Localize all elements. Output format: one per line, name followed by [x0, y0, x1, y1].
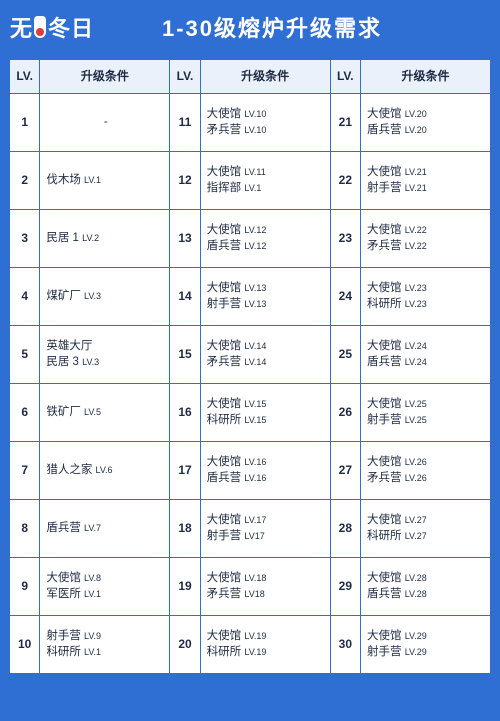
table-row: 7猎人之家 LV.617大使馆 LV.16盾兵营 LV.1627大使馆 LV.2… — [10, 442, 491, 500]
table-row: 1-11大使馆 LV.10矛兵营 LV.1021大使馆 LV.20盾兵营 LV.… — [10, 94, 491, 152]
page: 无 冬日 1-30级熔炉升级需求 LV. 升级条件 LV. 升级条件 LV. 升… — [0, 0, 500, 721]
cell-req: 盾兵营 LV.7 — [40, 500, 170, 558]
col-req: 升级条件 — [40, 60, 170, 94]
col-lv: LV. — [170, 60, 200, 94]
header: 无 冬日 1-30级熔炉升级需求 — [0, 0, 500, 54]
table-row: 8盾兵营 LV.718大使馆 LV.17射手营 LV1728大使馆 LV.27科… — [10, 500, 491, 558]
cell-lv: 13 — [170, 210, 200, 268]
cell-lv: 10 — [10, 616, 40, 674]
cell-lv: 8 — [10, 500, 40, 558]
cell-lv: 11 — [170, 94, 200, 152]
cell-lv: 23 — [330, 210, 360, 268]
cell-lv: 2 — [10, 152, 40, 210]
cell-req: 大使馆 LV.20盾兵营 LV.20 — [360, 94, 490, 152]
cell-lv: 6 — [10, 384, 40, 442]
cell-lv: 14 — [170, 268, 200, 326]
cell-req: 大使馆 LV.18矛兵营 LV18 — [200, 558, 330, 616]
cell-req: 民居 1 LV.2 — [40, 210, 170, 268]
col-req: 升级条件 — [360, 60, 490, 94]
cell-lv: 18 — [170, 500, 200, 558]
cell-req: 大使馆 LV.21射手营 LV.21 — [360, 152, 490, 210]
cell-lv: 28 — [330, 500, 360, 558]
cell-req: 大使馆 LV.14矛兵营 LV.14 — [200, 326, 330, 384]
thermometer-icon — [34, 16, 46, 38]
cell-lv: 30 — [330, 616, 360, 674]
table-row: 3民居 1 LV.213大使馆 LV.12盾兵营 LV.1223大使馆 LV.2… — [10, 210, 491, 268]
col-lv: LV. — [330, 60, 360, 94]
cell-lv: 25 — [330, 326, 360, 384]
cell-req: 大使馆 LV.11指挥部 LV.1 — [200, 152, 330, 210]
cell-req: 大使馆 LV.17射手营 LV17 — [200, 500, 330, 558]
cell-req: 射手营 LV.9科研所 LV.1 — [40, 616, 170, 674]
requirements-table: LV. 升级条件 LV. 升级条件 LV. 升级条件 1-11大使馆 LV.10… — [9, 59, 491, 674]
cell-req: 大使馆 LV.29射手营 LV.29 — [360, 616, 490, 674]
cell-lv: 3 — [10, 210, 40, 268]
table-row: 9大使馆 LV.8军医所 LV.119大使馆 LV.18矛兵营 LV1829大使… — [10, 558, 491, 616]
cell-lv: 27 — [330, 442, 360, 500]
cell-req: 大使馆 LV.10矛兵营 LV.10 — [200, 94, 330, 152]
cell-lv: 4 — [10, 268, 40, 326]
cell-req: 大使馆 LV.26矛兵营 LV.26 — [360, 442, 490, 500]
table-head: LV. 升级条件 LV. 升级条件 LV. 升级条件 — [10, 60, 491, 94]
cell-lv: 17 — [170, 442, 200, 500]
table-body: 1-11大使馆 LV.10矛兵营 LV.1021大使馆 LV.20盾兵营 LV.… — [10, 94, 491, 674]
cell-lv: 12 — [170, 152, 200, 210]
cell-lv: 21 — [330, 94, 360, 152]
cell-lv: 29 — [330, 558, 360, 616]
logo-text-right: 冬日 — [48, 11, 94, 43]
cell-req: 煤矿厂 LV.3 — [40, 268, 170, 326]
table-row: 5英雄大厅民居 3 LV.315大使馆 LV.14矛兵营 LV.1425大使馆 … — [10, 326, 491, 384]
cell-lv: 9 — [10, 558, 40, 616]
cell-lv: 20 — [170, 616, 200, 674]
cell-lv: 24 — [330, 268, 360, 326]
col-lv: LV. — [10, 60, 40, 94]
table-row: 2伐木场 LV.112大使馆 LV.11指挥部 LV.122大使馆 LV.21射… — [10, 152, 491, 210]
cell-lv: 5 — [10, 326, 40, 384]
cell-req: 英雄大厅民居 3 LV.3 — [40, 326, 170, 384]
game-logo: 无 冬日 — [10, 11, 94, 43]
table-row: 4煤矿厂 LV.314大使馆 LV.13射手营 LV.1324大使馆 LV.23… — [10, 268, 491, 326]
requirements-table-wrap: LV. 升级条件 LV. 升级条件 LV. 升级条件 1-11大使馆 LV.10… — [8, 58, 492, 675]
cell-lv: 15 — [170, 326, 200, 384]
cell-req: 铁矿厂 LV.5 — [40, 384, 170, 442]
cell-req: 大使馆 LV.27科研所 LV.27 — [360, 500, 490, 558]
cell-lv: 16 — [170, 384, 200, 442]
cell-lv: 1 — [10, 94, 40, 152]
cell-req: 大使馆 LV.8军医所 LV.1 — [40, 558, 170, 616]
cell-req: 大使馆 LV.24盾兵营 LV.24 — [360, 326, 490, 384]
cell-req: 大使馆 LV.15科研所 LV.15 — [200, 384, 330, 442]
cell-req: 大使馆 LV.25射手营 LV.25 — [360, 384, 490, 442]
cell-req: 大使馆 LV.22矛兵营 LV.22 — [360, 210, 490, 268]
logo-text-left: 无 — [10, 11, 33, 43]
cell-req: 大使馆 LV.16盾兵营 LV.16 — [200, 442, 330, 500]
cell-lv: 22 — [330, 152, 360, 210]
table-row: 6铁矿厂 LV.516大使馆 LV.15科研所 LV.1526大使馆 LV.25… — [10, 384, 491, 442]
cell-req: 大使馆 LV.12盾兵营 LV.12 — [200, 210, 330, 268]
cell-req: 大使馆 LV.19科研所 LV.19 — [200, 616, 330, 674]
cell-req: 伐木场 LV.1 — [40, 152, 170, 210]
cell-lv: 19 — [170, 558, 200, 616]
col-req: 升级条件 — [200, 60, 330, 94]
cell-req: 大使馆 LV.13射手营 LV.13 — [200, 268, 330, 326]
cell-req: 大使馆 LV.28盾兵营 LV.28 — [360, 558, 490, 616]
cell-req: - — [40, 94, 170, 152]
cell-req: 大使馆 LV.23科研所 LV.23 — [360, 268, 490, 326]
table-row: 10射手营 LV.9科研所 LV.120大使馆 LV.19科研所 LV.1930… — [10, 616, 491, 674]
cell-lv: 26 — [330, 384, 360, 442]
page-title: 1-30级熔炉升级需求 — [94, 11, 490, 43]
cell-req: 猎人之家 LV.6 — [40, 442, 170, 500]
cell-lv: 7 — [10, 442, 40, 500]
